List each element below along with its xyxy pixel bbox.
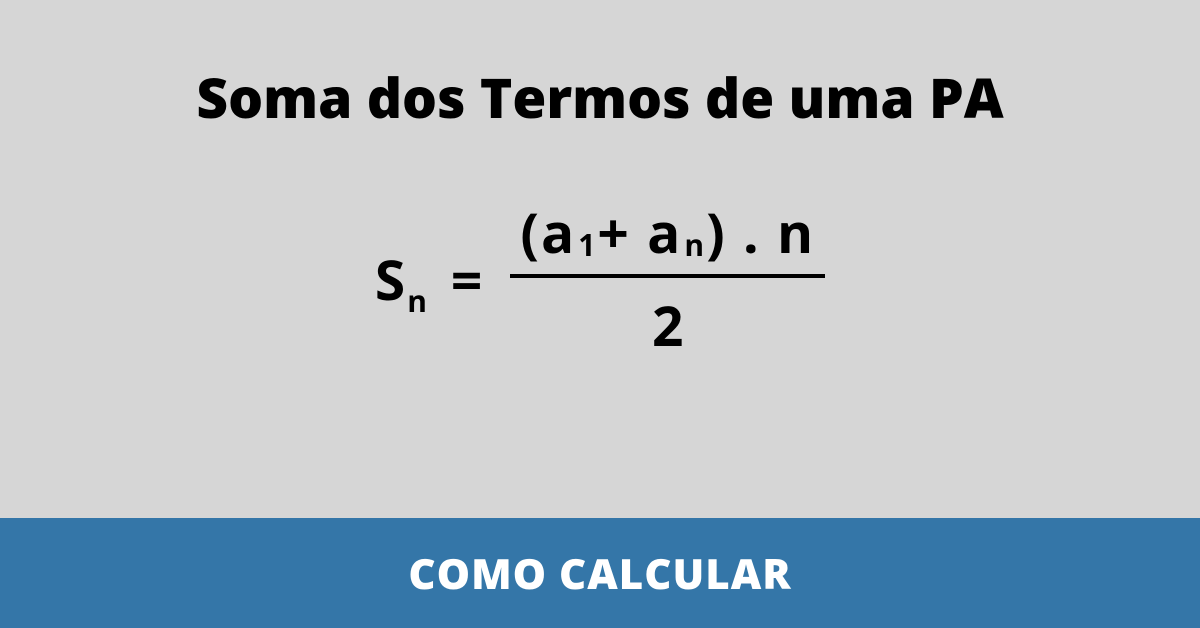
footer-label: COMO CALCULAR bbox=[408, 545, 791, 602]
card-title: Soma dos Termos de uma PA bbox=[196, 60, 1003, 135]
main-content-area: Soma dos Termos de uma PA S n = (a 1 + a… bbox=[0, 0, 1200, 518]
infographic-card: Soma dos Termos de uma PA S n = (a 1 + a… bbox=[0, 0, 1200, 628]
formula-fraction: (a 1 + a n ) . n 2 bbox=[510, 195, 825, 363]
formula-sum-symbol: S n bbox=[375, 242, 427, 317]
footer-band: COMO CALCULAR bbox=[0, 518, 1200, 628]
numerator-plus-a: + a bbox=[597, 195, 682, 270]
formula: S n = (a 1 + a n ) . n 2 bbox=[375, 195, 825, 363]
numerator-sub-n: n bbox=[684, 224, 706, 265]
formula-denominator: 2 bbox=[652, 278, 683, 363]
formula-left-side: S n = bbox=[375, 242, 490, 317]
numerator-open: (a bbox=[520, 195, 576, 270]
formula-equals: = bbox=[451, 242, 482, 317]
formula-numerator: (a 1 + a n ) . n bbox=[510, 195, 825, 274]
numerator-close: ) . n bbox=[706, 195, 815, 270]
formula-var-S: S bbox=[375, 242, 405, 317]
formula-sub-n: n bbox=[407, 280, 427, 321]
numerator-sub-1: 1 bbox=[578, 224, 597, 265]
